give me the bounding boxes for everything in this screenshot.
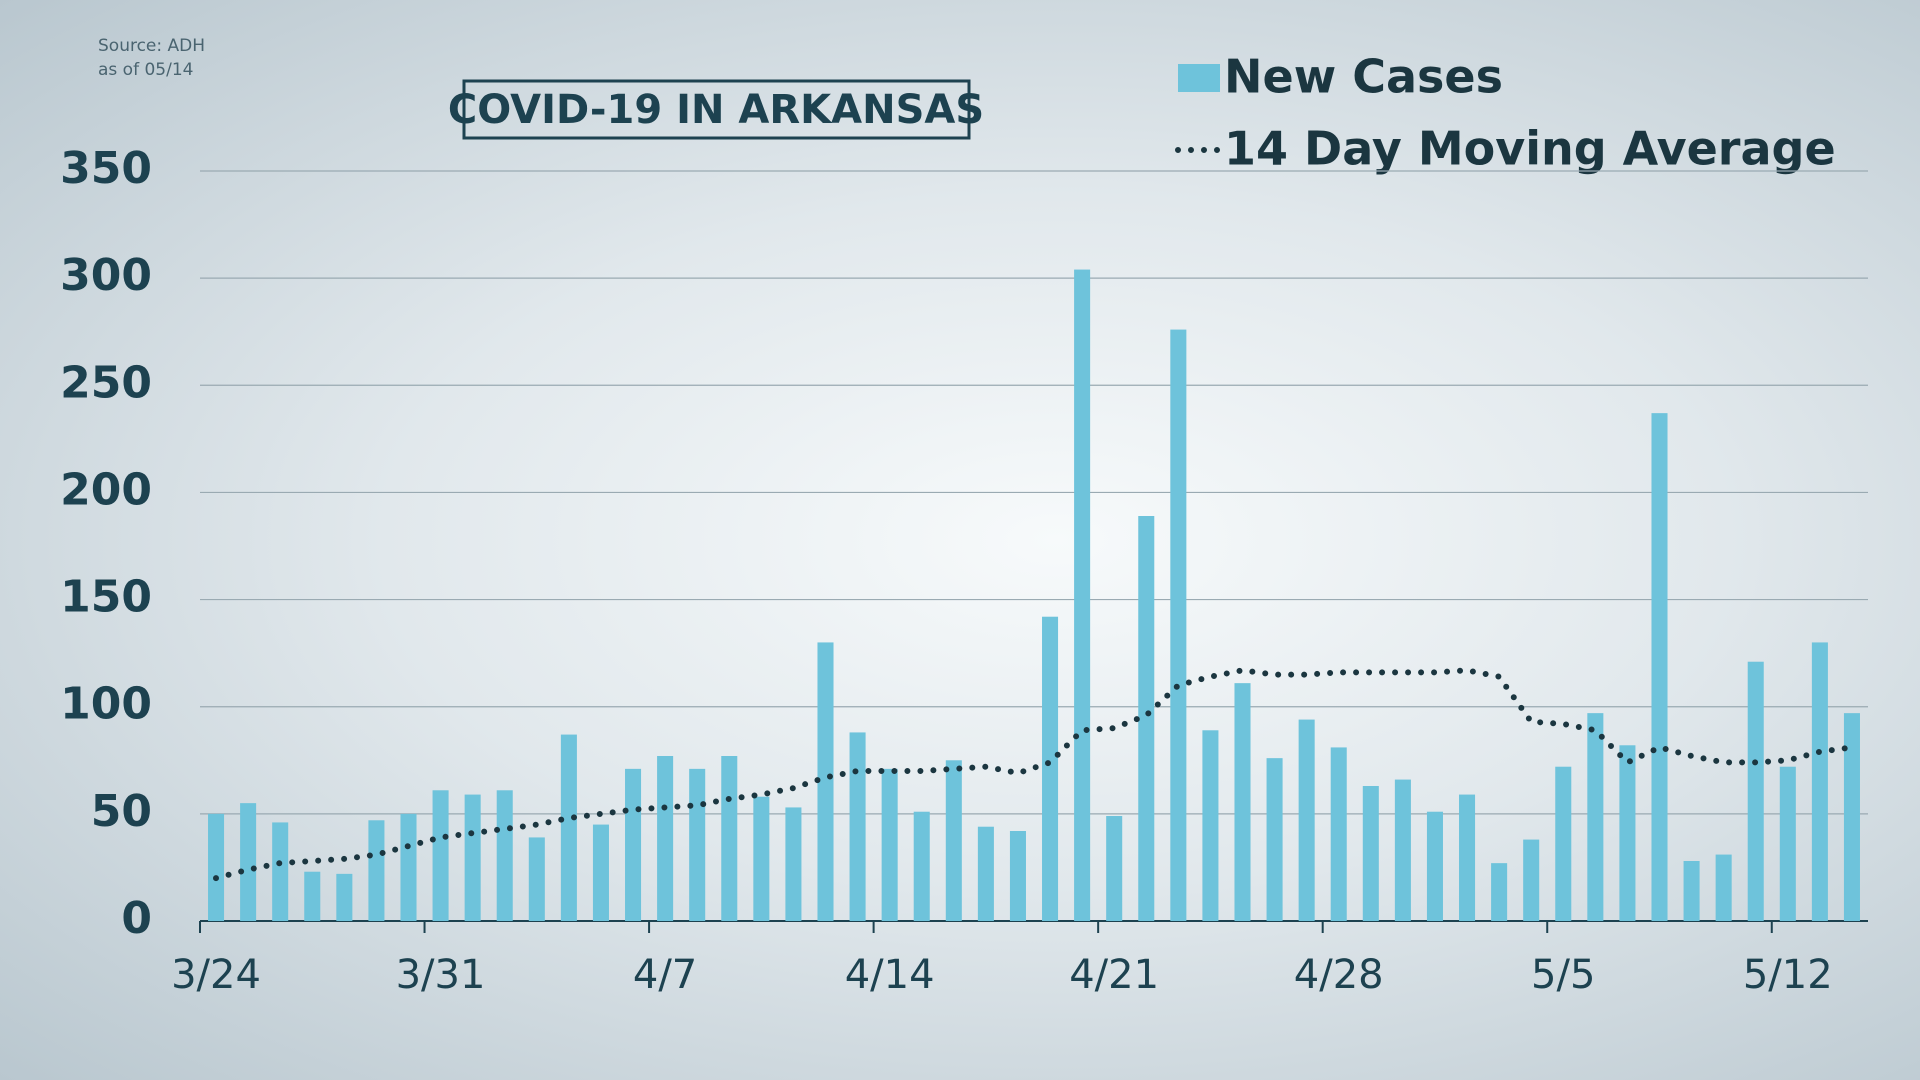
bar: [721, 756, 738, 921]
bar: [1138, 516, 1155, 921]
bar: [272, 822, 289, 921]
bar: [1426, 811, 1443, 921]
bar: [1009, 831, 1026, 921]
bar: [240, 803, 257, 921]
bar: [1170, 329, 1187, 922]
x-tick-label: 3/31: [396, 952, 486, 998]
bar: [1779, 766, 1796, 921]
bar: [1491, 863, 1508, 921]
bar: [464, 794, 481, 921]
legend-label: New Cases: [1224, 50, 1503, 104]
bar: [1715, 854, 1732, 921]
chart-title: COVID-19 IN ARKANSAS: [448, 87, 984, 133]
y-tick-label: 50: [91, 786, 152, 837]
bar: [1106, 816, 1123, 921]
bar: [336, 873, 353, 921]
bar: [1074, 269, 1091, 922]
bar: [496, 790, 513, 921]
x-tick-label: 5/5: [1531, 952, 1595, 998]
note: as of 05/14: [98, 60, 193, 80]
bar: [304, 871, 321, 921]
x-tick-label: 4/28: [1294, 952, 1384, 998]
source: Source: ADH: [98, 36, 205, 56]
bar: [1330, 747, 1347, 921]
bar: [1555, 766, 1572, 921]
bar: [1042, 616, 1059, 921]
x-tick-label: 4/14: [845, 952, 935, 998]
title-box: [462, 79, 971, 140]
bar: [1747, 661, 1764, 921]
bar: [1202, 730, 1219, 921]
bar: [1362, 786, 1379, 921]
bar: [1266, 758, 1283, 921]
bar: [368, 820, 385, 921]
bar: [1619, 745, 1636, 921]
bar: [1394, 779, 1411, 921]
bar: [1298, 719, 1315, 921]
x-tick-label: 4/21: [1069, 952, 1159, 998]
bar: [208, 813, 225, 921]
y-tick-label: 100: [60, 679, 152, 730]
y-tick-label: 350: [60, 143, 152, 194]
bar: [1843, 713, 1860, 921]
bar: [753, 796, 770, 921]
bar: [560, 734, 577, 921]
y-tick-label: 200: [60, 464, 152, 515]
y-tick-label: 300: [60, 250, 152, 301]
bar: [817, 642, 834, 921]
bar: [689, 768, 706, 921]
legend-swatch: [1178, 64, 1220, 92]
bar: [625, 768, 642, 921]
x-tick-label: 3/24: [171, 952, 261, 998]
x-tick-label: 5/12: [1743, 952, 1833, 998]
y-tick-label: 0: [121, 893, 152, 944]
bar: [1587, 713, 1604, 921]
bar: [913, 811, 930, 921]
bar: [1523, 839, 1540, 921]
legend: New Cases 14 Day Moving Average: [1175, 50, 1836, 176]
legend-label: 14 Day Moving Average: [1224, 122, 1836, 176]
bar: [432, 790, 449, 921]
bar: [881, 768, 898, 921]
moving-average-line: [213, 667, 1855, 882]
bar: [1651, 413, 1668, 921]
bar: [657, 756, 674, 921]
y-tick-label: 250: [60, 357, 152, 408]
bar: [1459, 794, 1476, 921]
bar: [945, 760, 962, 921]
bar: [528, 837, 545, 921]
bar: [1683, 861, 1700, 921]
bar: [977, 826, 994, 921]
bar: [1811, 642, 1828, 921]
bar: [592, 824, 609, 921]
bar: [849, 732, 866, 921]
bar: [1234, 683, 1251, 921]
x-tick-label: 4/7: [633, 952, 697, 998]
y-tick-label: 150: [60, 572, 152, 623]
bar: [400, 813, 417, 921]
bar: [785, 807, 802, 921]
